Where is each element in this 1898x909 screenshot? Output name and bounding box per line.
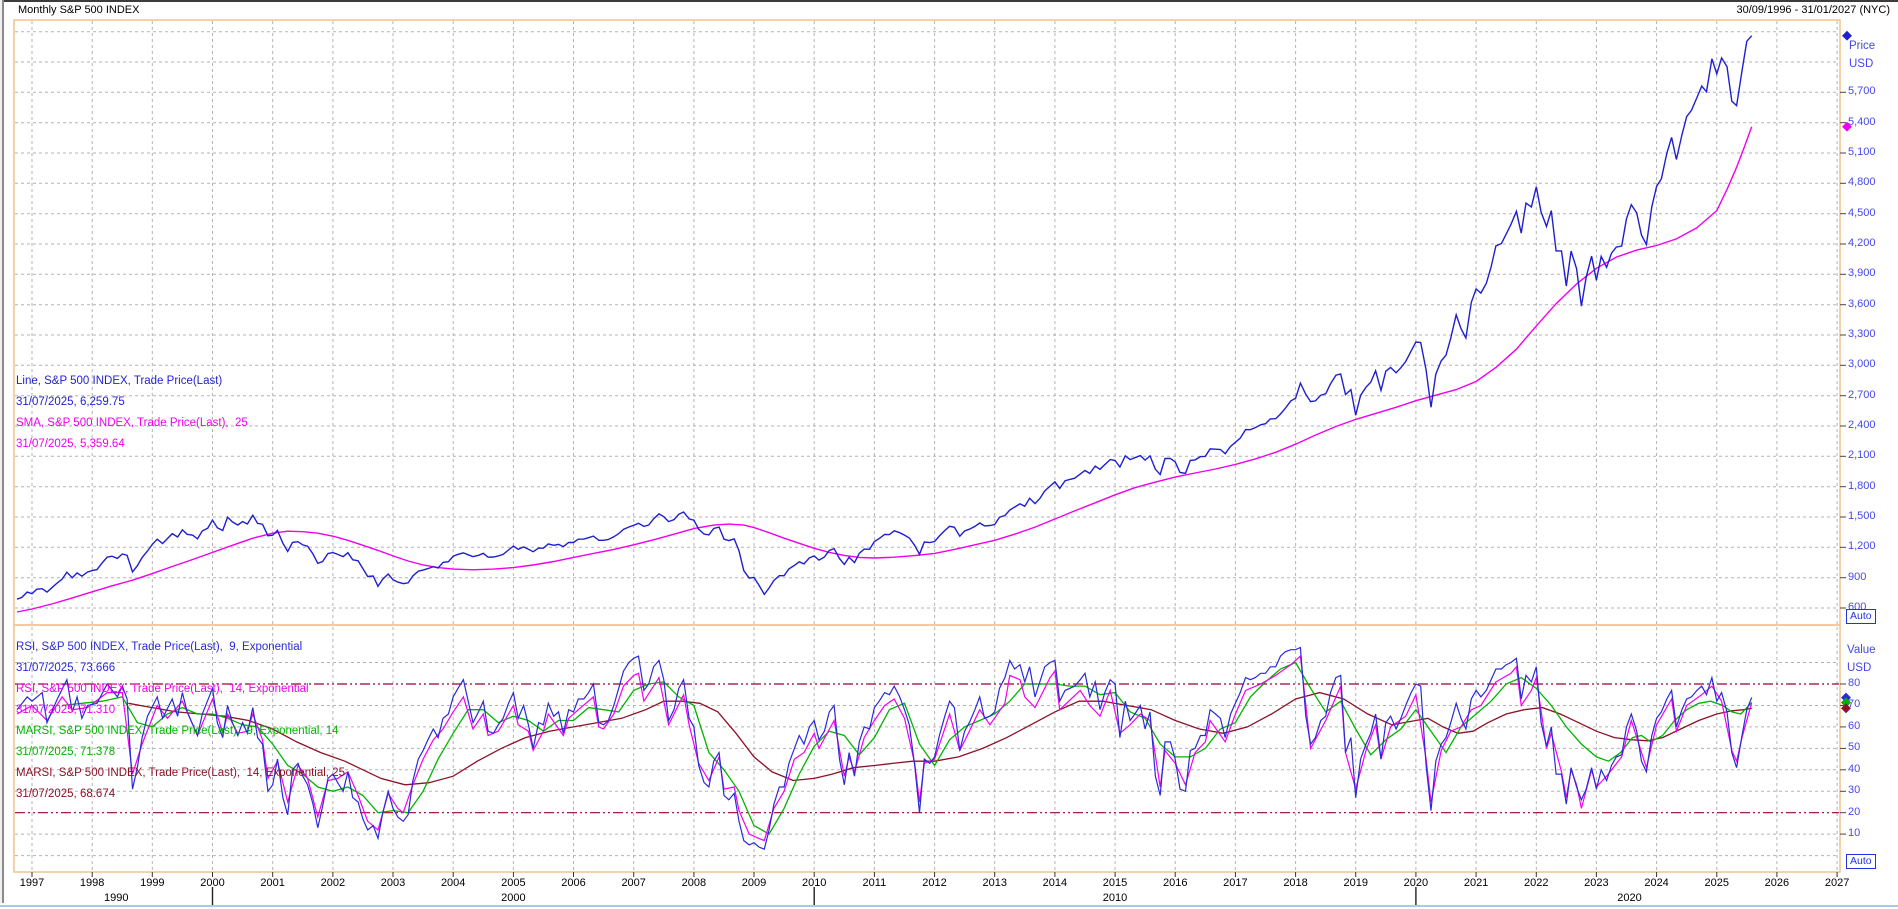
date-range-label: 30/09/1996 - 31/01/2027 (NYC) <box>1736 4 1891 16</box>
year-label: 2014 <box>1042 877 1068 889</box>
price-tick-label: 5,400 <box>1848 115 1876 128</box>
year-label: 1999 <box>140 877 165 889</box>
value-axis-auto-button[interactable]: Auto <box>1846 854 1876 869</box>
decade-label: 2000 <box>501 892 526 904</box>
year-label: 2000 <box>200 877 225 889</box>
year-label: 2024 <box>1644 877 1669 889</box>
year-label: 2007 <box>621 877 646 889</box>
decade-label: 2010 <box>1102 892 1128 904</box>
price-axis-title: Price USD <box>1849 37 1875 73</box>
year-label: 2003 <box>380 877 406 889</box>
year-label: 2026 <box>1764 877 1790 889</box>
year-label: 2016 <box>1162 877 1188 889</box>
legend-line: 31/07/2025, 71.378 <box>16 746 116 758</box>
year-label: 2013 <box>982 877 1007 889</box>
price-tick-label: 1,500 <box>1848 510 1876 522</box>
legend-line: MARSI, S&P 500 INDEX, Trade Price(Last),… <box>16 725 339 737</box>
value-tick-label: 60 <box>1848 719 1861 732</box>
legend-line: RSI, S&P 500 INDEX, Trade Price(Last), 1… <box>16 683 309 695</box>
window-border-left-outer <box>0 0 2 903</box>
price-tick-label: 3,300 <box>1848 328 1876 340</box>
value-tick-label: 20 <box>1848 805 1861 818</box>
legend-line: 31/07/2025, 71.310 <box>16 704 116 716</box>
year-label: 2006 <box>561 877 586 889</box>
year-label: 2025 <box>1704 877 1729 889</box>
value-tick-label: 30 <box>1848 784 1861 797</box>
year-label: 2008 <box>681 877 707 889</box>
price-tick-label: 3,900 <box>1848 267 1876 280</box>
year-label: 2004 <box>440 877 466 889</box>
price-axis-auto-button[interactable]: Auto <box>1846 609 1876 624</box>
year-label: 2022 <box>1524 877 1549 889</box>
legend-line: 31/07/2025, 6,259.75 <box>16 396 125 408</box>
price-tick-label: 2,400 <box>1848 419 1876 431</box>
price-tick-label: 3,600 <box>1848 297 1876 310</box>
price-tick-label: 4,800 <box>1848 176 1876 189</box>
year-label: 2027 <box>1824 877 1850 889</box>
value-axis-title-line2: USD <box>1847 662 1872 674</box>
year-label: 2020 <box>1403 877 1429 889</box>
value-tick-label: 40 <box>1848 762 1861 775</box>
window-border-bottom <box>0 905 1898 907</box>
legend-line: Line, S&P 500 INDEX, Trade Price(Last) <box>16 375 223 387</box>
price-tick-label: 2,700 <box>1848 388 1876 401</box>
value-axis-title-line1: Value <box>1847 644 1876 656</box>
price-tick-label: 3,000 <box>1848 358 1876 371</box>
price-tick-label: 1,200 <box>1848 540 1876 553</box>
rsi-pane-legend: RSI, S&P 500 INDEX, Trade Price(Last), 9… <box>16 637 345 805</box>
value-tick-label: 70 <box>1848 698 1861 711</box>
window-border-top <box>0 0 1898 2</box>
legend-line: 31/07/2025, 73.666 <box>16 662 116 674</box>
year-label: 2010 <box>801 877 827 889</box>
year-label: 2021 <box>1463 877 1489 889</box>
value-tick-label: 80 <box>1848 677 1861 689</box>
window-border-left <box>2 0 4 903</box>
year-label: 2023 <box>1584 877 1609 889</box>
price-tick-label: 4,500 <box>1848 206 1876 219</box>
year-label: 1998 <box>79 877 105 889</box>
year-label: 2018 <box>1283 877 1308 889</box>
price-tick-label: 5,700 <box>1848 85 1876 98</box>
decade-label: 2020 <box>1617 892 1642 904</box>
price-axis-title-line1: Price <box>1849 40 1876 52</box>
decade-label: 1990 <box>103 892 129 904</box>
year-label: 2001 <box>260 877 285 889</box>
value-axis-title: Value USD <box>1847 641 1876 677</box>
legend-line: RSI, S&P 500 INDEX, Trade Price(Last), 9… <box>16 641 303 653</box>
year-label: 2012 <box>922 877 947 889</box>
price-tick-label: 2,100 <box>1848 449 1876 462</box>
chart-title: Monthly S&P 500 INDEX <box>18 4 140 16</box>
price-axis-title-line2: USD <box>1849 58 1874 70</box>
price-tick-label: 900 <box>1848 570 1867 583</box>
price-tick-label: 5,100 <box>1848 146 1876 158</box>
year-label: 2017 <box>1223 877 1248 889</box>
legend-line: MARSI, S&P 500 INDEX, Trade Price(Last),… <box>16 767 345 779</box>
year-label: 2002 <box>320 877 346 889</box>
year-label: 2019 <box>1343 877 1368 889</box>
price-tick-label: 1,800 <box>1848 479 1876 492</box>
price-pane-legend: Line, S&P 500 INDEX, Trade Price(Last) 31… <box>16 371 248 455</box>
legend-line: 31/07/2025, 5,359.64 <box>16 438 125 450</box>
legend-line: SMA, S&P 500 INDEX, Trade Price(Last), 2… <box>16 417 248 429</box>
year-label: 1997 <box>19 877 45 889</box>
year-label: 2015 <box>1102 877 1128 889</box>
price-tick-label: 4,200 <box>1848 237 1876 249</box>
legend-line: 31/07/2025, 68.674 <box>16 788 116 800</box>
year-label: 2011 <box>862 877 887 889</box>
value-tick-label: 10 <box>1848 827 1861 840</box>
year-label: 2005 <box>501 877 526 889</box>
year-label: 2009 <box>741 877 767 889</box>
value-tick-label: 50 <box>1848 741 1861 754</box>
